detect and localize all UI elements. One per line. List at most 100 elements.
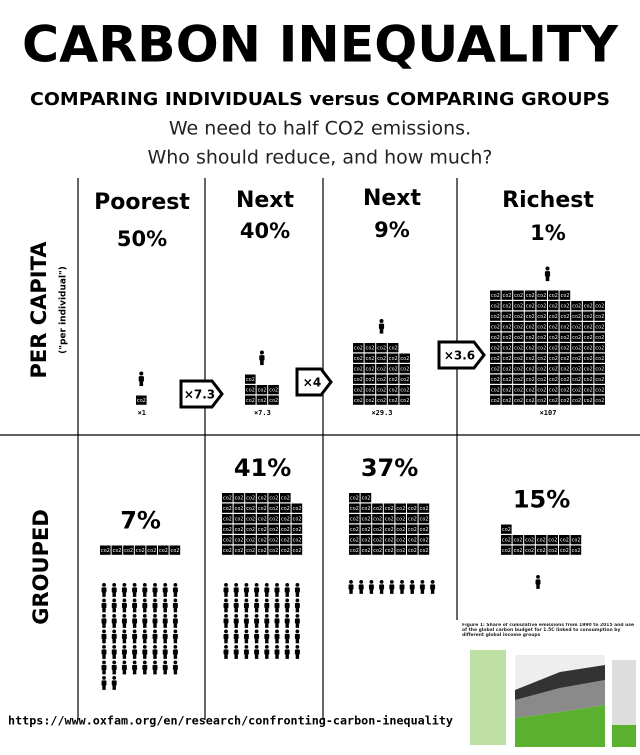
co2-label: co2 (537, 356, 546, 362)
co2-block (524, 374, 536, 384)
co2-block (513, 395, 524, 405)
co2-label: co2 (537, 387, 546, 393)
co2-label: co2 (389, 398, 398, 404)
co2-label: co2 (389, 366, 398, 372)
co2-block (353, 385, 364, 395)
co2-label: co2 (548, 548, 557, 554)
person-body (419, 584, 425, 590)
person-legs (285, 638, 289, 644)
co2-block (582, 364, 594, 374)
person-legs (173, 638, 178, 644)
co2-block (387, 343, 399, 353)
co2-block (399, 353, 410, 363)
person-body (379, 584, 385, 590)
co2-block (501, 353, 513, 363)
person-head (254, 614, 259, 618)
person-head (244, 645, 249, 649)
co2-label: co2 (419, 537, 428, 543)
person-body (162, 618, 168, 624)
co2-block (501, 524, 512, 534)
co2-block (594, 301, 605, 311)
person-head (244, 583, 249, 587)
person-head (173, 660, 178, 665)
co2-block (353, 374, 364, 384)
person-legs (390, 589, 394, 594)
ratio-arrow (295, 367, 333, 397)
person-body (121, 649, 127, 655)
per-capita-multiplier: ×29.3 (371, 409, 392, 417)
person-legs (234, 607, 238, 613)
co2-block (280, 535, 291, 545)
co2-block (349, 514, 360, 524)
co2-label: co2 (595, 366, 604, 372)
co2-label: co2 (365, 387, 374, 393)
co2-label: co2 (400, 366, 409, 372)
co2-label: co2 (292, 516, 301, 522)
co2-block (535, 545, 547, 555)
person-legs (379, 328, 384, 334)
person-head (173, 645, 178, 649)
co2-block (501, 385, 513, 395)
co2-label: co2 (350, 548, 359, 554)
source-inset: Figure 1: Share of cumulative emissions … (458, 621, 640, 755)
co2-block (513, 385, 524, 395)
subtitle: COMPARING INDIVIDUALS versus COMPARING G… (30, 89, 610, 110)
co2-block (291, 535, 303, 545)
person-head (153, 645, 157, 649)
co2-label: co2 (537, 335, 546, 341)
co2-label: co2 (514, 377, 523, 383)
person-head (259, 350, 264, 355)
person-head (142, 598, 147, 603)
co2-label: co2 (136, 548, 145, 554)
co2-label: co2 (514, 345, 523, 351)
co2-block (490, 311, 501, 321)
co2-block (594, 343, 605, 353)
person-legs (254, 654, 259, 659)
co2-block (513, 332, 524, 342)
co2-block (256, 535, 268, 545)
person-body (233, 649, 239, 655)
co2-block (548, 385, 559, 395)
co2-label: co2 (281, 548, 290, 554)
person-legs (153, 638, 157, 644)
co2-block (268, 493, 279, 503)
person-head (153, 660, 157, 665)
co2-label: co2 (258, 537, 267, 543)
person-legs (143, 607, 147, 613)
co2-block (536, 343, 547, 353)
person-head (173, 614, 178, 618)
co2-block (501, 364, 513, 374)
person-head (173, 583, 178, 587)
co2-label: co2 (491, 377, 500, 383)
person-body (223, 618, 229, 624)
inset-area (515, 680, 605, 718)
person-legs (153, 654, 157, 659)
co2-label: co2 (491, 293, 500, 299)
person-body (243, 633, 249, 640)
co2-label: co2 (502, 377, 511, 383)
person-legs (234, 638, 238, 644)
person-legs (295, 638, 300, 644)
co2-label: co2 (491, 387, 500, 393)
person-head (275, 598, 279, 603)
person-body (142, 649, 148, 655)
co2-label: co2 (354, 366, 363, 372)
co2-label: co2 (549, 293, 558, 299)
co2-label: co2 (584, 303, 593, 309)
co2-block (222, 545, 233, 555)
person-body (378, 323, 385, 330)
person-head (163, 598, 168, 603)
co2-block (501, 374, 513, 384)
co2-block (513, 343, 524, 353)
co2-label: co2 (223, 527, 232, 533)
co2-label: co2 (491, 356, 500, 362)
co2-block (280, 514, 291, 524)
co2-label: co2 (502, 548, 511, 554)
person-legs (244, 592, 249, 597)
co2-label: co2 (584, 345, 593, 351)
co2-block (548, 353, 559, 363)
co2-label: co2 (234, 527, 243, 533)
co2-block (490, 385, 501, 395)
person-head (112, 583, 117, 587)
